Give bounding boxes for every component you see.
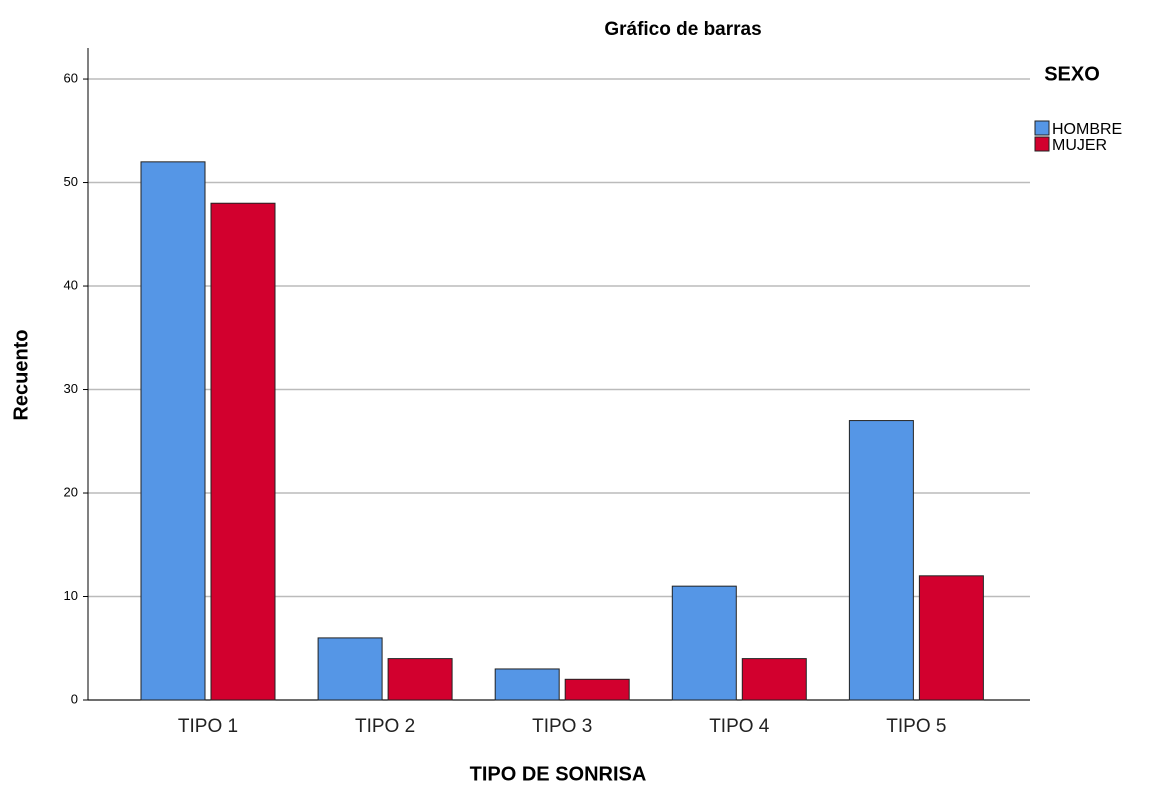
bar (741, 658, 807, 701)
bar (140, 161, 206, 701)
y-tick-label: 60 (64, 70, 78, 85)
legend-label: MUJER (1052, 137, 1107, 154)
x-tick-label: TIPO 5 (886, 716, 946, 737)
y-axis-label: Recuento (10, 329, 32, 420)
bar (494, 668, 560, 701)
x-tick-label: TIPO 4 (709, 716, 770, 737)
bar (671, 585, 737, 701)
bar (210, 202, 276, 701)
y-tick-label: 0 (71, 691, 78, 706)
chart-title: Gráfico de barras (604, 19, 761, 40)
y-tick-label: 10 (64, 588, 78, 603)
x-axis-label: TIPO DE SONRISA (470, 763, 647, 785)
x-tick-label: TIPO 3 (532, 716, 592, 737)
y-tick-label: 40 (64, 277, 78, 292)
y-tick-label: 20 (64, 484, 78, 499)
bar (564, 678, 630, 701)
legend-label: HOMBRE (1052, 121, 1122, 138)
y-tick-label: 30 (64, 381, 78, 396)
legend-swatch (1034, 136, 1050, 152)
legend-title: SEXO (1044, 63, 1100, 85)
bar (387, 658, 453, 701)
y-tick-label: 50 (64, 174, 78, 189)
bar (317, 637, 383, 701)
x-tick-label: TIPO 1 (178, 716, 238, 737)
legend-swatch (1034, 120, 1050, 136)
bar (848, 420, 914, 701)
x-tick-label: TIPO 2 (355, 716, 415, 737)
bar (918, 575, 984, 701)
